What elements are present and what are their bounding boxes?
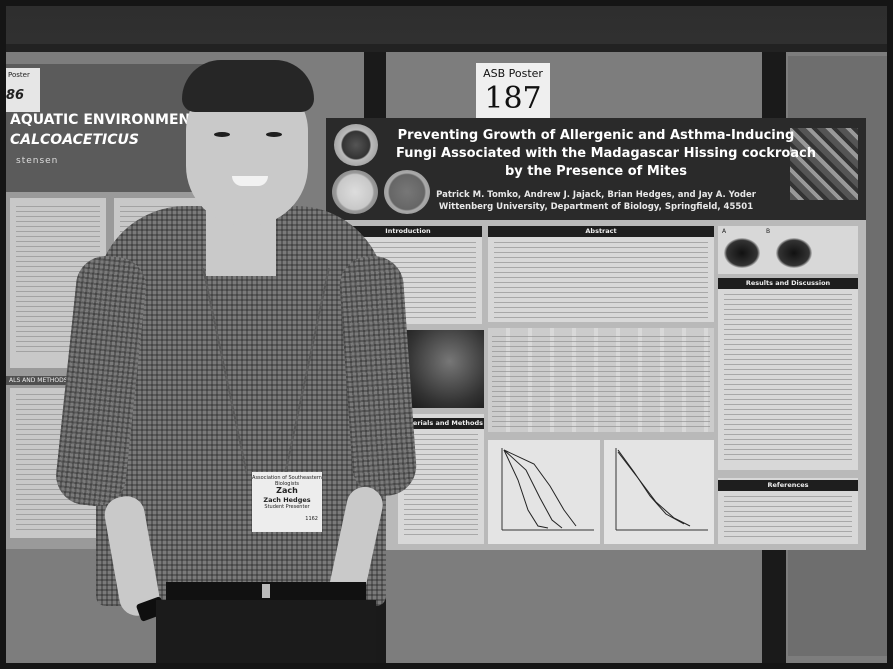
poster-title-line2: Fungi Associated with the Madagascar His… [396, 146, 817, 161]
badge-full-name: Zach Hedges [263, 496, 311, 504]
poster-number-label: ASB Poster [483, 67, 543, 80]
figure-image-b [776, 238, 812, 268]
left-poster-author: stensen [16, 156, 59, 166]
presenter-smile [232, 176, 268, 186]
figure-label-b: B [766, 228, 771, 235]
abstract-text [494, 242, 708, 318]
presenter-right-eye [266, 132, 282, 137]
poster-affiliation: Wittenberg University, Department of Bio… [438, 202, 754, 212]
presenter-pants [156, 600, 376, 663]
presenter-hair [182, 60, 314, 112]
table-rows [492, 336, 710, 428]
figure-image-a [724, 238, 760, 268]
left-poster-number-card: Poster 86 [6, 68, 40, 112]
poster-number-card: ASB Poster 187 [476, 63, 550, 121]
name-badge: Association of Southeastern Biologists Z… [252, 472, 322, 532]
figure-label-a: A [722, 228, 727, 235]
petri-dish-image [332, 170, 378, 214]
presenter-left-eye [214, 132, 230, 137]
cockroach-image [790, 128, 858, 200]
left-poster-section-heading: ALS AND METHODS [6, 376, 71, 385]
presenter-person: Association of Southeastern Biologists Z… [53, 56, 426, 663]
poster-title-line3: by the Presence of Mites [504, 164, 687, 179]
mites-photo [398, 330, 484, 408]
survival-chart-right-plot [615, 448, 708, 531]
methods-text [404, 434, 478, 538]
badge-code: 1162 [305, 516, 318, 522]
introduction-heading: Introduction [334, 226, 482, 237]
badge-header: Association of Southeastern Biologists [252, 475, 322, 487]
methods-heading: Materials and Methods [398, 418, 484, 429]
badge-affiliation: Student Presenter [264, 504, 310, 510]
poster-authors: Patrick M. Tomko, Andrew J. Jajack, Bria… [436, 190, 756, 200]
left-poster-corner-note: Poster [8, 71, 30, 79]
poster-number: 187 [484, 81, 542, 116]
belt-buckle [262, 584, 270, 598]
left-poster-number: 86 [6, 88, 25, 103]
left-poster-title-line2: CALCOACETICUS [10, 132, 139, 148]
poster-title-line1: Preventing Growth of Allergenic and Asth… [397, 128, 795, 143]
abstract-heading: Abstract [488, 226, 714, 237]
photo-frame: Poster 86 AQUATIC ENVIRONMENT USING CALC… [6, 6, 887, 663]
petri-dish-image [384, 170, 430, 214]
references-heading: References [718, 480, 858, 491]
references-text [724, 496, 852, 540]
survival-chart-left [488, 440, 600, 544]
results-heading: Results and Discussion [718, 278, 858, 289]
board-top-rail [6, 44, 887, 52]
survival-chart-right [604, 440, 714, 544]
badge-first-name: Zach [276, 486, 298, 495]
petri-dish-image [334, 124, 378, 166]
survival-chart-left-plot [501, 448, 594, 531]
results-text [724, 294, 852, 464]
